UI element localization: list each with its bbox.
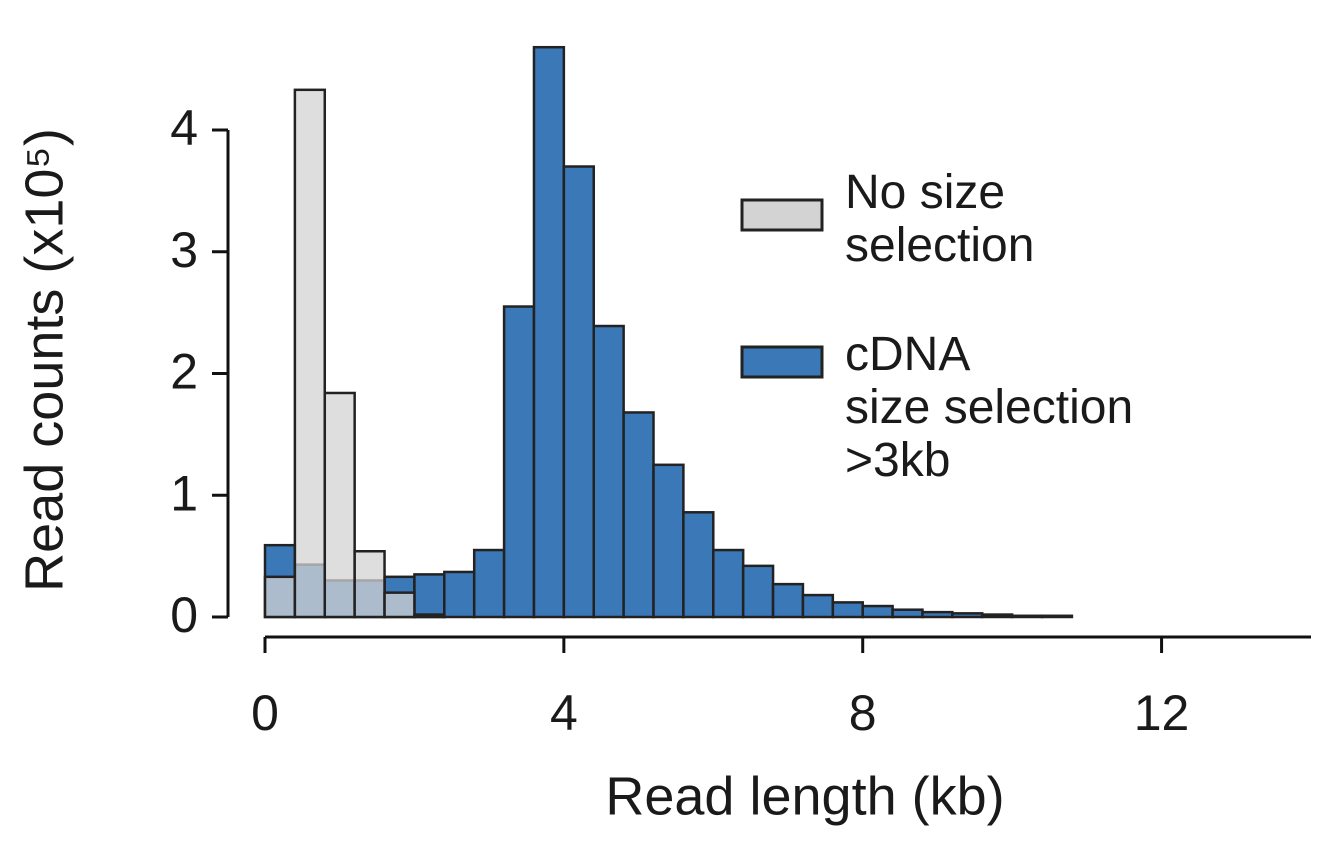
- histogram-bar: [443, 570, 476, 619]
- histogram-bar: [592, 324, 625, 619]
- y-tick-label: 3: [170, 222, 198, 278]
- histogram-bar: [951, 612, 984, 619]
- legend-label: No size selection: [845, 166, 1035, 272]
- histogram-bar: [502, 305, 536, 619]
- histogram-bar: [413, 573, 446, 619]
- histogram-bar: [1010, 614, 1044, 619]
- y-axis-label: Read counts (x10⁵): [14, 128, 74, 592]
- histogram-bar: [891, 608, 924, 619]
- histogram-bar: [263, 575, 297, 619]
- legend-swatch: [740, 198, 824, 232]
- histogram-bar: [652, 463, 685, 619]
- x-tick-label: 4: [550, 685, 578, 741]
- histogram-bar: [622, 411, 655, 619]
- y-tick-label: 4: [170, 100, 198, 156]
- histogram-bar: [682, 511, 715, 619]
- histogram-bar: [712, 548, 745, 619]
- legend-label: cDNA size selection >3kb: [845, 328, 1134, 487]
- histogram-bar: [383, 591, 416, 619]
- histogram-bar: [562, 165, 595, 619]
- x-axis-label: Read length (kb): [605, 766, 1004, 826]
- histogram-bar: [801, 593, 835, 619]
- x-tick-label: 12: [1134, 685, 1190, 741]
- histogram-bar: [532, 45, 566, 619]
- histogram-bar: [921, 610, 954, 619]
- x-tick-label: 0: [251, 685, 279, 741]
- histogram-bar: [413, 613, 446, 619]
- histogram-bar: [323, 391, 356, 619]
- x-tick-label: 8: [849, 685, 877, 741]
- y-tick-label: 1: [170, 465, 198, 521]
- histogram-bar: [472, 548, 506, 619]
- y-tick-label: 2: [170, 344, 198, 400]
- histogram-bar: [831, 601, 864, 619]
- histogram-bar: [293, 88, 327, 619]
- histogram-bar: [1040, 614, 1074, 619]
- histogram-bar: [741, 564, 775, 619]
- histogram-bar: [981, 613, 1014, 619]
- legend-swatch: [740, 345, 824, 379]
- y-tick-label: 0: [170, 587, 198, 643]
- histogram-bar: [353, 550, 386, 619]
- histogram-bar: [771, 582, 805, 619]
- histogram-bar: [861, 604, 894, 619]
